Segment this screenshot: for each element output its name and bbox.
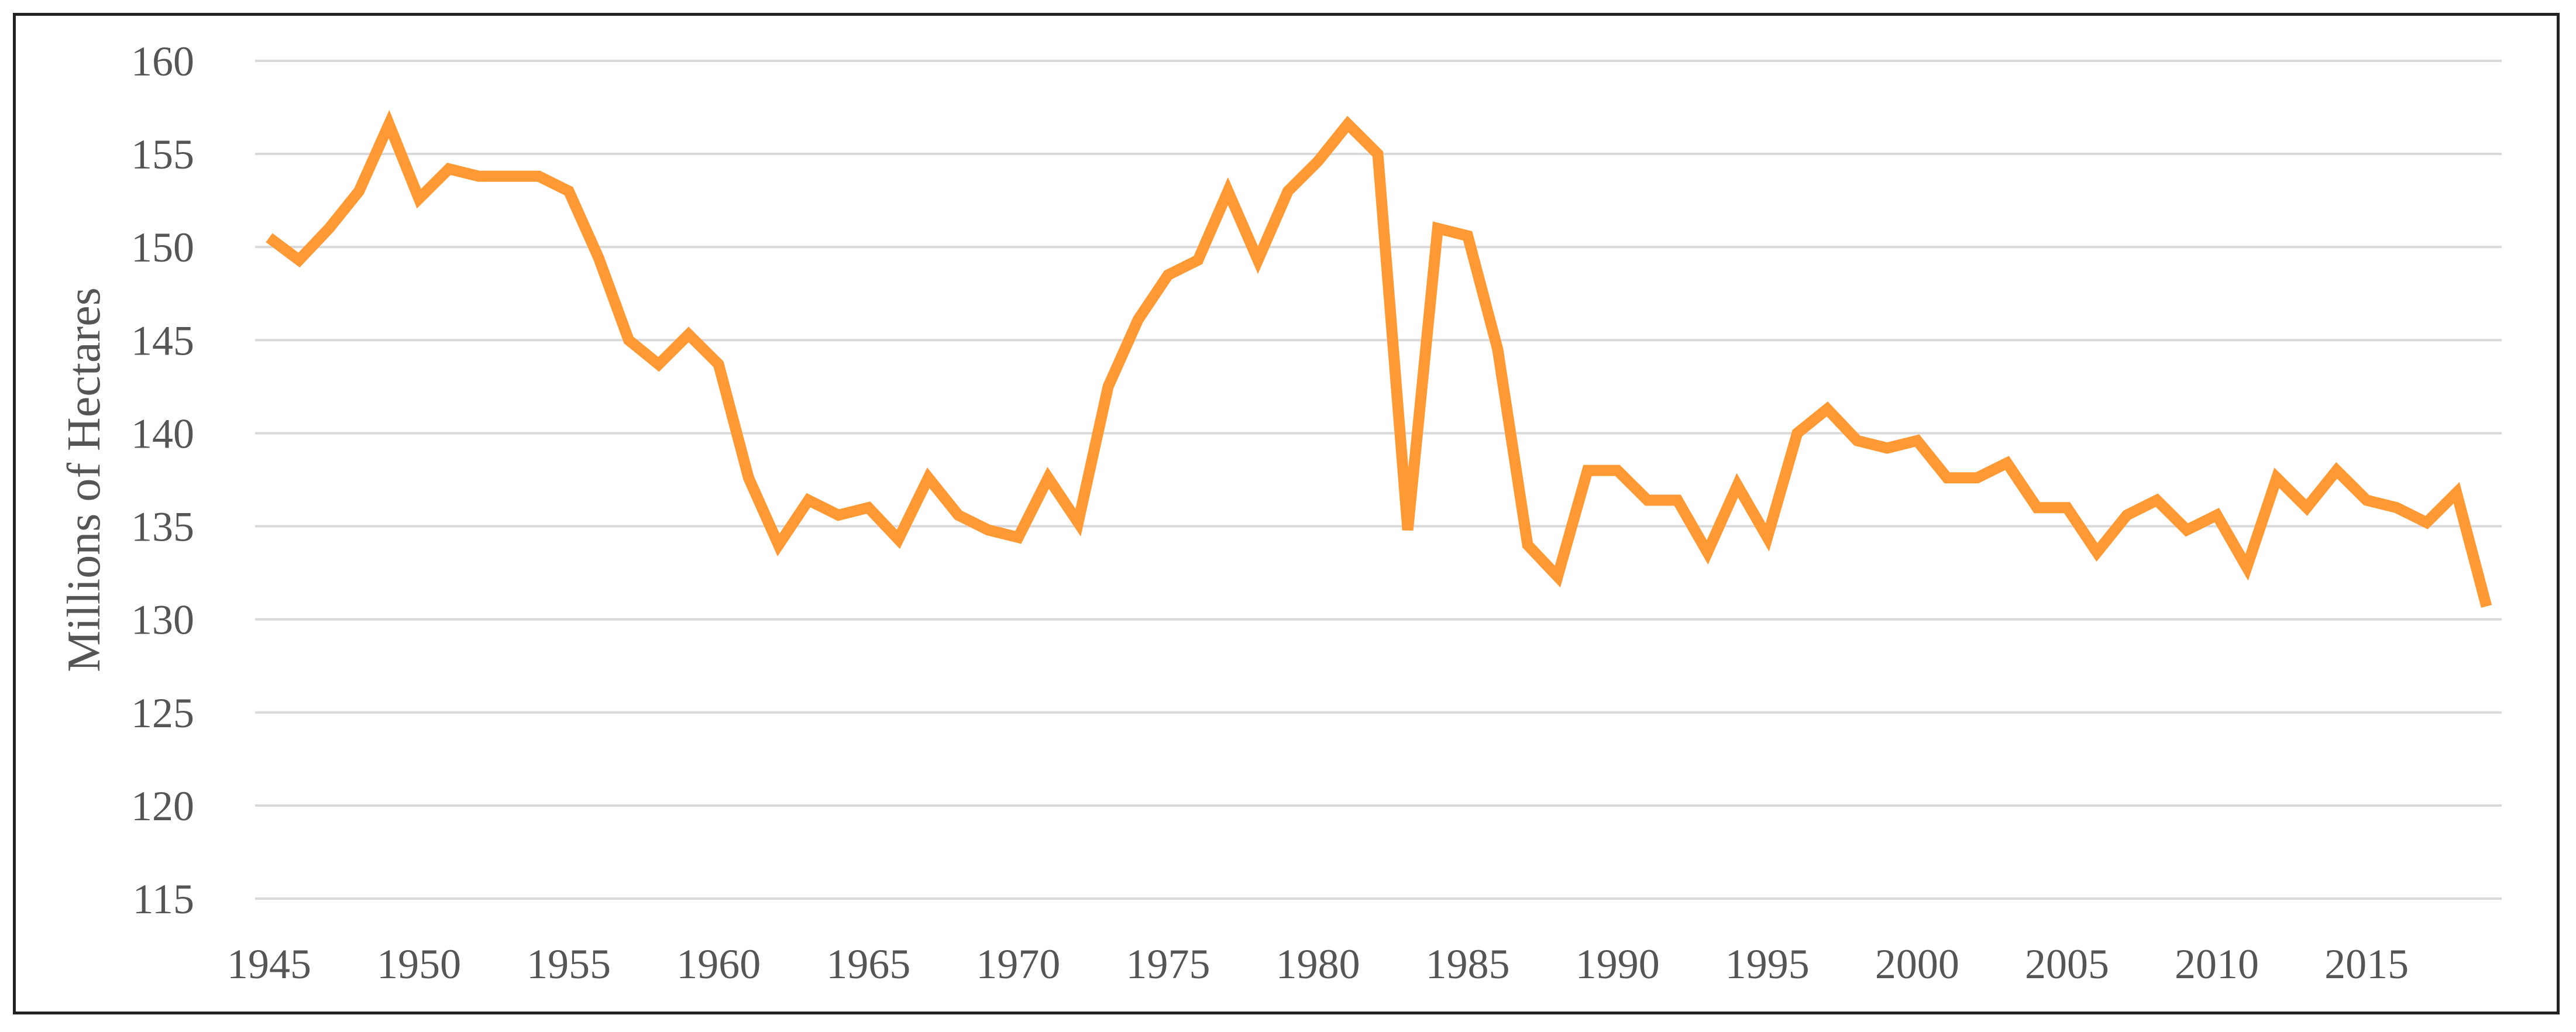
x-tick-label-1980: 1980 [1276, 941, 1360, 988]
y-tick-label-140: 140 [131, 410, 194, 457]
x-tick-label-1985: 1985 [1426, 941, 1510, 988]
x-tick-label-1955: 1955 [527, 941, 611, 988]
x-tick-label-1950: 1950 [377, 941, 461, 988]
x-tick-label-1945: 1945 [227, 941, 311, 988]
y-tick-label-130: 130 [131, 597, 194, 644]
x-tick-label-2015: 2015 [2324, 941, 2409, 988]
y-tick-label-120: 120 [131, 783, 194, 830]
x-tick-label-1995: 1995 [1725, 941, 1810, 988]
x-tick-label-2000: 2000 [1875, 941, 1959, 988]
x-tick-label-1970: 1970 [976, 941, 1060, 988]
y-tick-label-115: 115 [133, 876, 194, 923]
x-tick-label-1960: 1960 [676, 941, 761, 988]
y-axis-title: Millions of Hectares [59, 287, 110, 672]
y-tick-label-150: 150 [131, 224, 194, 271]
x-tick-label-1990: 1990 [1576, 941, 1660, 988]
y-tick-label-135: 135 [131, 504, 194, 551]
y-tick-label-155: 155 [131, 131, 194, 178]
y-tick-label-145: 145 [131, 317, 194, 364]
y-tick-label-125: 125 [131, 690, 194, 737]
x-tick-label-2010: 2010 [2175, 941, 2259, 988]
x-axis-tick-labels: 1945 1950 1955 1960 1965 1970 1975 1980 1985 1990… [227, 941, 2409, 988]
y-tick-label-160: 160 [131, 38, 194, 85]
x-tick-label-1965: 1965 [826, 941, 910, 988]
y-axis-tick-labels: 115 120 125 130 135 140 145 150 155 160 [131, 38, 194, 923]
x-tick-label-1975: 1975 [1126, 941, 1210, 988]
series-line-0 [266, 109, 2492, 608]
x-tick-label-2005: 2005 [2025, 941, 2109, 988]
series-layer [266, 109, 2492, 608]
